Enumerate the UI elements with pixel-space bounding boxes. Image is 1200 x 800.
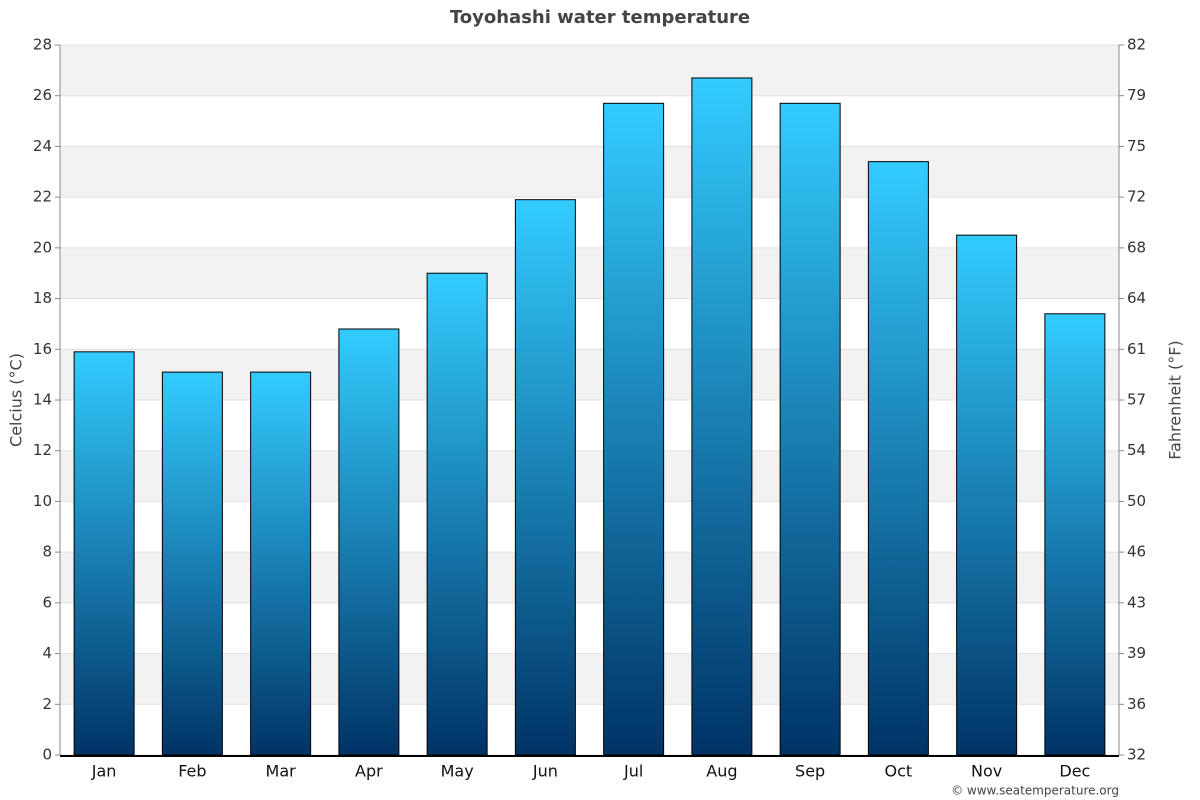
- x-tick-label: Sep: [795, 762, 825, 781]
- y2-tick-label: 36: [1127, 695, 1146, 713]
- y2-tick-label: 54: [1127, 441, 1146, 459]
- x-tick-label: Jun: [532, 762, 558, 781]
- y-tick-label: 20: [33, 238, 52, 256]
- grid-band: [60, 450, 1119, 502]
- bar: [779, 102, 841, 756]
- y-tick-label: 24: [33, 137, 52, 155]
- grid-band: [60, 247, 1119, 299]
- bar: [73, 351, 135, 756]
- y2-tick-label: 32: [1127, 746, 1146, 764]
- y2-tick-label: 79: [1127, 86, 1146, 104]
- credit: © www.seatemperature.org: [951, 784, 1119, 798]
- x-tick-label: May: [441, 762, 474, 781]
- y-tick-label: 6: [42, 593, 52, 611]
- x-tick-label: Oct: [885, 762, 913, 781]
- bar: [161, 371, 223, 756]
- y2-tick-label: 43: [1127, 593, 1146, 611]
- grid-band: [60, 552, 1119, 603]
- grid-band: [60, 349, 1119, 400]
- x-tick-label: Mar: [266, 762, 297, 781]
- bar: [867, 161, 929, 756]
- bar: [956, 234, 1018, 756]
- y-tick-label: 28: [33, 36, 52, 54]
- y-tick-label: 18: [33, 289, 52, 307]
- x-tick-label: Jul: [623, 762, 643, 781]
- bar: [338, 328, 400, 756]
- grid-band: [60, 45, 1119, 96]
- y-axis-title: Celcius (°C): [7, 353, 26, 447]
- y2-tick-label: 46: [1127, 543, 1146, 561]
- y2-axis-title: Fahrenheit (°F): [1166, 340, 1185, 459]
- x-tick-label: Apr: [355, 762, 383, 781]
- y-tick-label: 10: [33, 492, 52, 510]
- grid-band: [60, 653, 1119, 705]
- bar: [1044, 313, 1106, 756]
- chart-title: Toyohashi water temperature: [450, 7, 750, 28]
- y2-tick-label: 75: [1127, 137, 1146, 155]
- y-tick-label: 8: [42, 543, 52, 561]
- x-tick-label: Nov: [971, 762, 1002, 781]
- bar: [514, 199, 576, 756]
- y2-tick-label: 61: [1127, 340, 1146, 358]
- bar: [426, 272, 488, 756]
- x-tick-label: Aug: [706, 762, 737, 781]
- x-tick-label: Jan: [91, 762, 117, 781]
- grid-band: [60, 146, 1119, 198]
- y-tick-label: 14: [33, 391, 52, 409]
- y2-tick-label: 57: [1127, 391, 1146, 409]
- x-tick-label: Feb: [178, 762, 206, 781]
- bar: [603, 102, 665, 756]
- y2-tick-label: 82: [1127, 36, 1146, 54]
- y-tick-label: 0: [42, 746, 52, 764]
- y-tick-label: 12: [33, 441, 52, 459]
- y-tick-label: 2: [42, 695, 52, 713]
- y2-tick-label: 50: [1127, 492, 1146, 510]
- y2-tick-label: 39: [1127, 644, 1146, 662]
- y-tick-label: 16: [33, 340, 52, 358]
- y-tick-label: 22: [33, 188, 52, 206]
- x-tick-label: Dec: [1059, 762, 1090, 781]
- y2-tick-label: 68: [1127, 238, 1146, 256]
- y-tick-label: 26: [33, 86, 52, 104]
- y-tick-label: 4: [42, 644, 52, 662]
- y2-tick-label: 72: [1127, 188, 1146, 206]
- bar: [691, 77, 753, 756]
- y2-tick-label: 64: [1127, 289, 1146, 307]
- bar: [250, 371, 312, 756]
